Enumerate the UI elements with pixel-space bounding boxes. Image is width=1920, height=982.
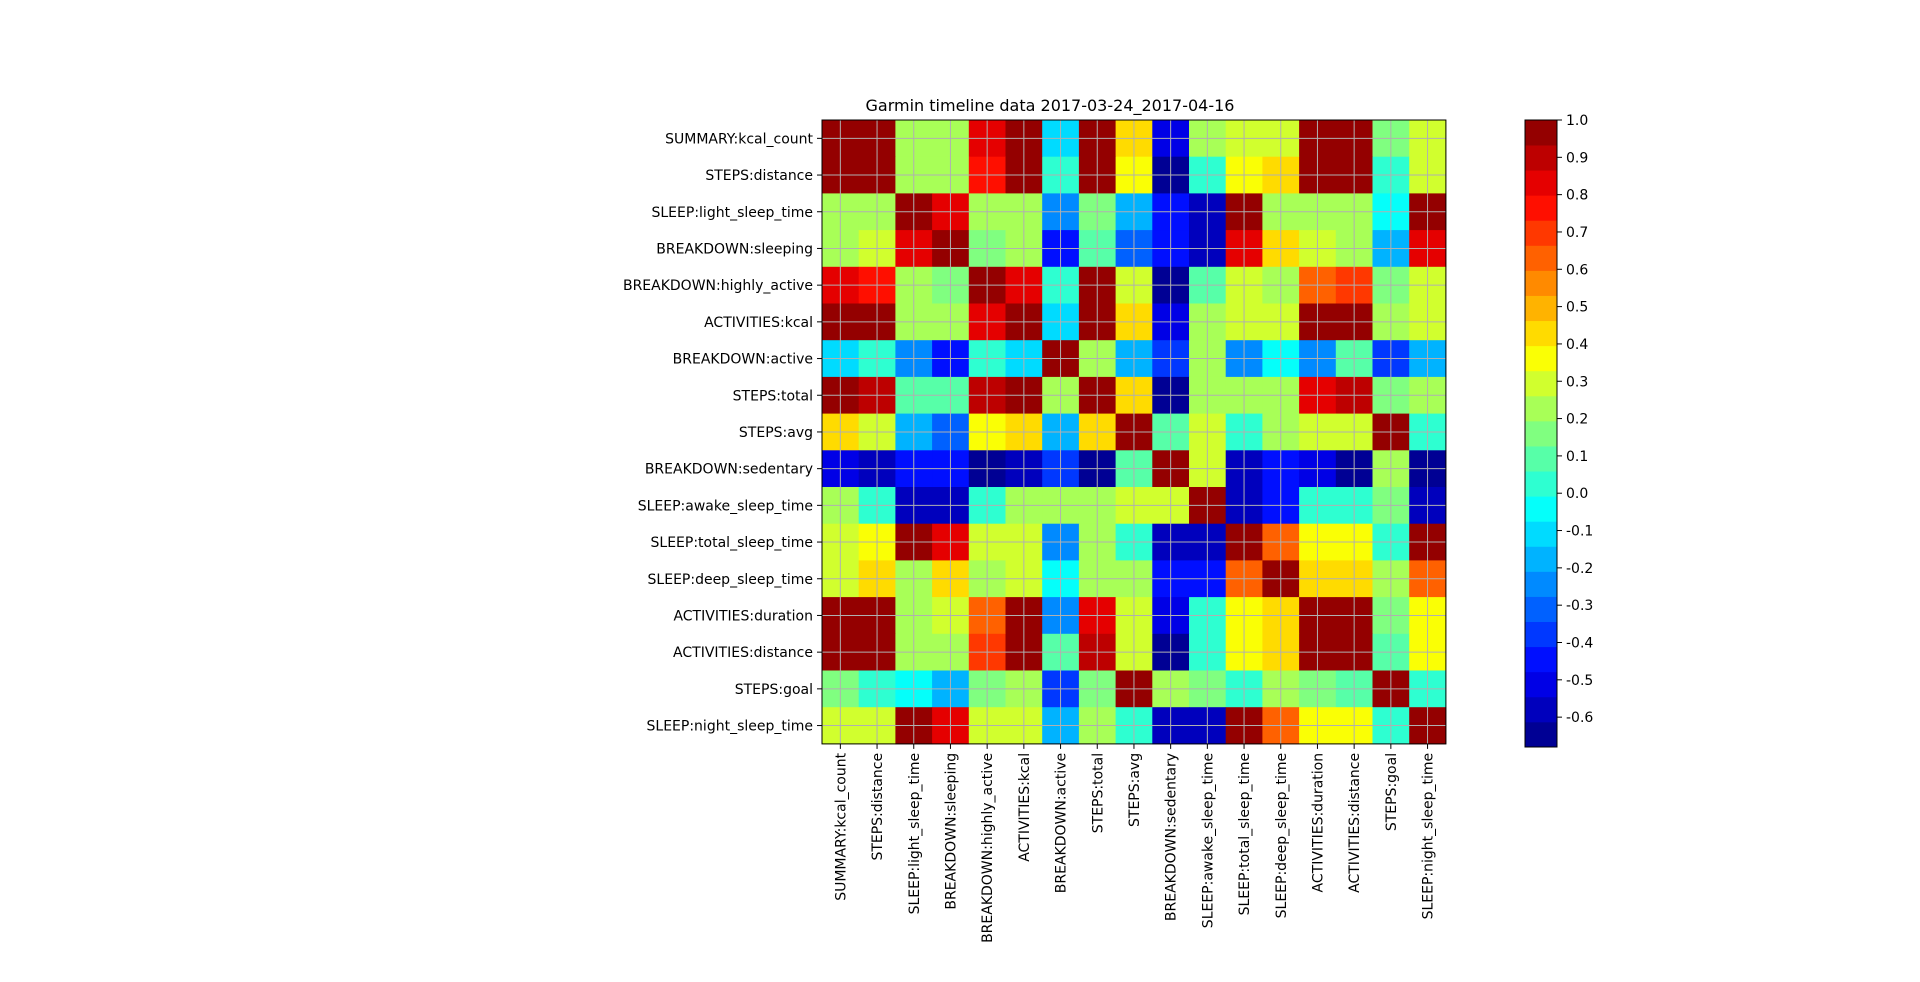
colorbar-band [1525, 446, 1557, 472]
x-tick-label: ACTIVITIES:duration [1310, 753, 1326, 893]
colorbar-band [1525, 295, 1557, 322]
colorbar-tick-label: 0.9 [1566, 150, 1588, 166]
x-tick-label: STEPS:distance [870, 753, 886, 861]
colorbar-tick-label: 0.5 [1566, 300, 1588, 316]
y-tick-label: STEPS:avg [739, 425, 813, 441]
y-tick-label: BREAKDOWN:active [673, 352, 813, 368]
y-tick-label: BREAKDOWN:sleeping [656, 241, 813, 257]
y-tick-label: STEPS:distance [705, 168, 813, 184]
colorbar-band [1525, 596, 1557, 622]
y-tick-label: BREAKDOWN:sedentary [645, 462, 813, 478]
x-axis-ticks: SUMMARY:kcal_count STEPS:distance SLEEP:li… [833, 743, 1437, 943]
y-tick-label: SUMMARY:kcal_count [665, 131, 813, 147]
colorbar-band [1525, 471, 1557, 497]
y-tick-label: ACTIVITIES:kcal [704, 315, 813, 331]
colorbar-tick-label: -0.5 [1566, 673, 1593, 689]
y-tick-label: SLEEP:awake_sleep_time [638, 498, 813, 514]
y-tick-label: ACTIVITIES:duration [673, 608, 813, 624]
colorbar-tick-label: 0.0 [1566, 486, 1588, 502]
x-tick-label: BREAKDOWN:sedentary [1164, 753, 1180, 921]
x-tick-label: SLEEP:awake_sleep_time [1200, 753, 1216, 928]
x-tick-label: ACTIVITIES:distance [1347, 753, 1363, 893]
y-tick-label: SLEEP:total_sleep_time [651, 535, 813, 551]
colorbar-tick-label: 0.2 [1566, 412, 1588, 428]
colorbar-band [1525, 320, 1557, 347]
colorbar-tick-label: -0.2 [1566, 561, 1593, 577]
colorbar-band [1525, 220, 1557, 246]
colorbar-band [1525, 646, 1557, 673]
colorbar-tick-label: 0.7 [1566, 225, 1588, 241]
colorbar-band [1525, 120, 1557, 146]
colorbar-band [1525, 721, 1557, 748]
colorbar-tick-label: -0.1 [1566, 524, 1593, 540]
colorbar-band [1525, 521, 1557, 547]
colorbar-band [1525, 270, 1557, 296]
x-tick-label: SLEEP:total_sleep_time [1237, 753, 1253, 915]
x-tick-label: STEPS:avg [1127, 753, 1143, 827]
x-tick-label: SLEEP:deep_sleep_time [1274, 753, 1290, 918]
y-axis-ticks: SUMMARY:kcal_count STEPS:distance SLEEP:li… [623, 131, 822, 735]
y-tick-label: SLEEP:night_sleep_time [647, 719, 813, 735]
colorbar-band [1525, 170, 1557, 196]
y-tick-label: STEPS:goal [735, 682, 813, 698]
y-tick-label: STEPS:total [733, 388, 813, 404]
colorbar-tick-label: -0.3 [1566, 598, 1593, 614]
heatmap-gridlines [822, 120, 1446, 744]
colorbar-band [1525, 245, 1557, 271]
y-tick-label: SLEEP:deep_sleep_time [648, 572, 813, 588]
colorbar-band [1525, 145, 1557, 171]
colorbar-tick-label: -0.4 [1566, 636, 1593, 652]
y-tick-label: SLEEP:light_sleep_time [652, 205, 814, 221]
colorbar-band [1525, 496, 1557, 522]
colorbar-tick-label: 0.4 [1566, 337, 1588, 353]
colorbar-tick-label: 0.3 [1566, 374, 1588, 390]
x-tick-label: SLEEP:light_sleep_time [907, 753, 923, 915]
y-tick-label: BREAKDOWN:highly_active [623, 278, 813, 294]
x-tick-label: STEPS:total [1090, 753, 1106, 833]
colorbar-tick-label: 0.8 [1566, 188, 1588, 204]
colorbar-band [1525, 671, 1557, 698]
x-tick-label: BREAKDOWN:active [1054, 753, 1070, 893]
colorbar-ticks: 1.0 0.9 0.8 0.7 0.6 0.5 0.4 0.3 0.2 0.1 0.0 -0.1 -0.… [1557, 113, 1593, 726]
x-tick-label: SUMMARY:kcal_count [833, 752, 849, 900]
colorbar [1524, 119, 1558, 748]
colorbar-band [1525, 420, 1557, 447]
colorbar-band [1525, 546, 1557, 572]
colorbar-band [1525, 345, 1557, 372]
x-tick-label: ACTIVITIES:kcal [1017, 753, 1033, 862]
colorbar-band [1525, 395, 1557, 422]
colorbar-tick-label: 0.1 [1566, 449, 1588, 465]
colorbar-tick-label: 1.0 [1566, 113, 1588, 129]
colorbar-band [1525, 696, 1557, 723]
chart-title: Garmin timeline data 2017-03-24_2017-04-… [866, 96, 1235, 116]
colorbar-tick-label: -0.6 [1566, 710, 1593, 726]
x-tick-label: STEPS:goal [1384, 753, 1400, 831]
colorbar-band [1525, 621, 1557, 648]
colorbar-tick-label: 0.6 [1566, 262, 1588, 278]
x-tick-label: SLEEP:night_sleep_time [1421, 753, 1437, 919]
x-tick-label: BREAKDOWN:sleeping [943, 753, 959, 910]
x-tick-label: BREAKDOWN:highly_active [980, 753, 996, 943]
colorbar-frame [1524, 119, 1558, 748]
colorbar-band [1525, 571, 1557, 597]
y-tick-label: ACTIVITIES:distance [673, 645, 813, 661]
colorbar-band [1525, 195, 1557, 221]
colorbar-band [1525, 370, 1557, 397]
